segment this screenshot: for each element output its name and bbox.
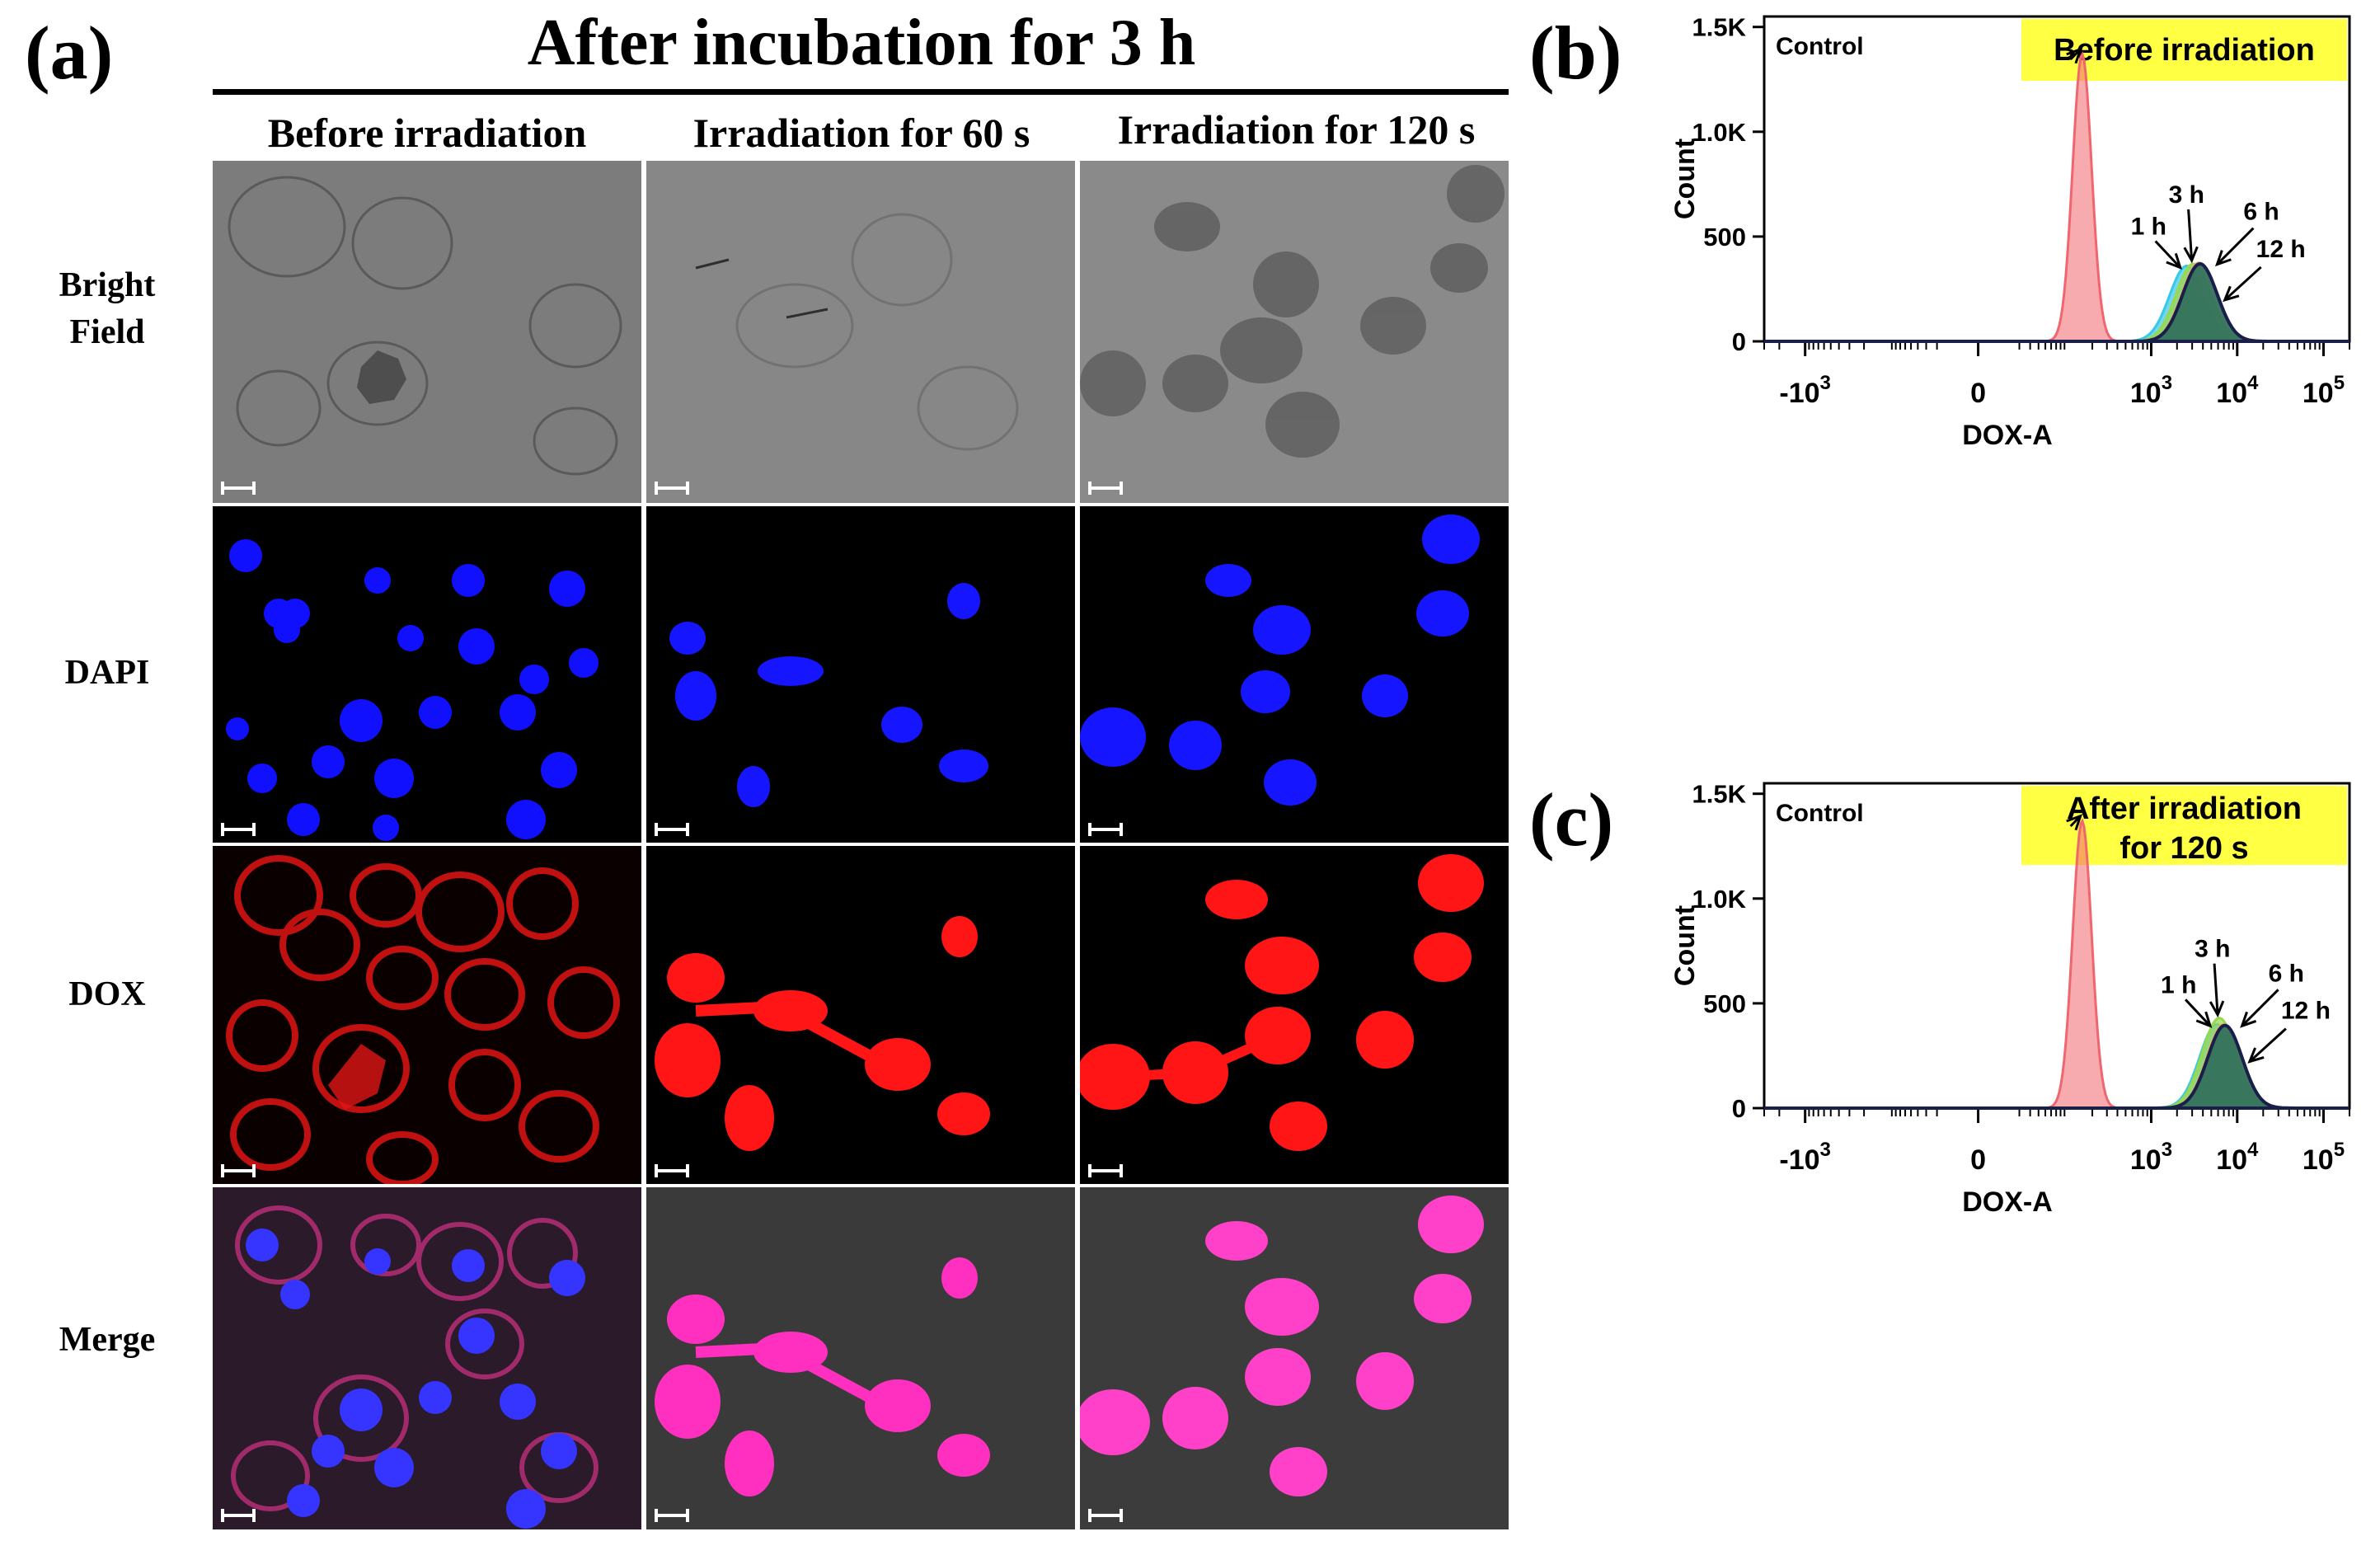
- image-bright-field-before: [213, 161, 641, 503]
- annotation-arrowhead: [2166, 252, 2183, 270]
- row-label-dox: DOX: [68, 975, 146, 1013]
- annotation-arrowhead: [2223, 285, 2240, 303]
- image-dox-60s: [646, 846, 1075, 1184]
- y-tick-label: 500: [1703, 223, 1746, 251]
- x-tick-label: 0: [1970, 1144, 1986, 1176]
- x-tick-label: -103: [1779, 372, 1831, 409]
- microscopy-grid: [213, 161, 1509, 1529]
- y-tick-label: 0: [1732, 1094, 1746, 1123]
- image-dapi-120s: [1080, 506, 1509, 843]
- image-dapi-before: [213, 506, 641, 843]
- y-axis-label: Count: [1669, 905, 1701, 986]
- scale-bar: [221, 1509, 256, 1522]
- scale-bar: [221, 482, 256, 495]
- y-tick-label: 500: [1703, 989, 1746, 1018]
- annotation-arrowhead: [2183, 246, 2199, 264]
- row-label-bright-field: Bright Field: [59, 266, 156, 351]
- image-bright-field-60s: [646, 161, 1075, 503]
- annotation-arrowhead: [2195, 1011, 2213, 1028]
- annotation-arrowhead: [2209, 1000, 2225, 1018]
- scale-bar: [1088, 1509, 1123, 1522]
- panel-c-letter: (c): [1529, 778, 1614, 862]
- x-tick-label: 105: [2303, 1139, 2345, 1176]
- series-annotation: 1 h: [2131, 213, 2166, 240]
- y-tick-label: 1.5K: [1692, 780, 1747, 809]
- series-annotation: 12 h: [2256, 236, 2306, 263]
- x-tick-label: 103: [2130, 372, 2172, 409]
- annotation-arrow: [2248, 1027, 2287, 1063]
- annotation-arrow: [2223, 265, 2262, 302]
- annotation-arrow: [2241, 989, 2279, 1027]
- scale-bar: [1088, 823, 1123, 836]
- x-axis-label: DOX-A: [1962, 420, 2053, 451]
- x-tick-label: 105: [2303, 372, 2345, 409]
- y-axis-label: Count: [1669, 139, 1701, 219]
- scale-bar: [655, 1164, 689, 1177]
- series-annotation: 3 h: [2195, 936, 2230, 963]
- image-dapi-60s: [646, 506, 1075, 843]
- row-label-dapi: DAPI: [64, 654, 150, 692]
- scale-bar: [655, 482, 689, 495]
- annotation-arrowhead: [2240, 1011, 2257, 1028]
- series-annotation: 1 h: [2161, 971, 2196, 998]
- scale-bar: [655, 1509, 689, 1522]
- image-dox-120s: [1080, 846, 1509, 1184]
- x-axis-label: DOX-A: [1962, 1186, 2053, 1218]
- series-annotation: 12 h: [2281, 998, 2331, 1025]
- series-annotation: 3 h: [2169, 181, 2204, 209]
- image-merge-120s: [1080, 1187, 1509, 1529]
- condition-text: After irradiation: [2067, 792, 2302, 826]
- histogram-chart-c: 0 500 1.0K 1.5K -103 0 103 104 105 DOX-A Count Afte…: [1641, 775, 2374, 1534]
- x-tick-label: 104: [2216, 372, 2259, 409]
- histogram-12h: [1764, 261, 2349, 343]
- panel-a-title: After incubation for 3 h: [527, 7, 1196, 79]
- annotation-arrowhead: [2214, 250, 2232, 267]
- image-bright-field-120s: [1080, 161, 1509, 503]
- y-tick-label: 0: [1732, 327, 1746, 356]
- histogram-12h: [1764, 1023, 2349, 1110]
- scale-bar: [221, 1164, 256, 1177]
- condition-text: for 120 s: [2119, 831, 2248, 866]
- image-dox-before: [213, 846, 641, 1184]
- x-tick-label: 103: [2130, 1139, 2172, 1176]
- scale-bar: [1088, 482, 1123, 495]
- panel-a-letter: (a): [25, 11, 114, 95]
- x-tick-label: 104: [2216, 1139, 2259, 1176]
- image-merge-60s: [646, 1187, 1075, 1529]
- series-annotation: Control: [1776, 800, 1864, 827]
- annotation-arrow: [2184, 998, 2212, 1027]
- y-tick-label: 1.0K: [1692, 885, 1747, 914]
- title-underline: [213, 89, 1509, 95]
- scale-bar: [221, 823, 256, 836]
- panel-b-letter: (b): [1529, 11, 1622, 95]
- histogram-chart-b: 0 500 1.0K 1.5K -103 0 103 104 105 DOX-A Count Befo…: [1641, 8, 2374, 767]
- x-tick-label: -103: [1779, 1139, 1831, 1176]
- series-annotation: 6 h: [2243, 199, 2279, 226]
- y-tick-label: 1.0K: [1692, 118, 1747, 147]
- row-label-merge: Merge: [59, 1321, 156, 1359]
- annotation-arrow: [2154, 240, 2181, 269]
- image-merge-before: [213, 1187, 641, 1529]
- x-tick-label: 0: [1970, 378, 1986, 409]
- column-header-60s: Irradiation for 60 s: [692, 110, 1030, 156]
- annotation-arrow: [2187, 209, 2194, 261]
- scale-bar: [655, 823, 689, 836]
- annotation-arrow: [2216, 227, 2255, 265]
- annotation-arrowhead: [2066, 47, 2083, 64]
- condition-text: Before irradiation: [2054, 33, 2315, 68]
- y-tick-label: 1.5K: [1692, 13, 1747, 42]
- column-header-120s: Irradiation for 120 s: [1117, 106, 1476, 153]
- series-annotation: Control: [1776, 33, 1864, 60]
- annotation-arrowhead: [2247, 1047, 2265, 1064]
- column-header-before: Before irradiation: [267, 110, 587, 156]
- annotation-arrowhead: [2066, 814, 2083, 831]
- series-annotation: 6 h: [2269, 960, 2304, 987]
- annotation-arrow: [2213, 963, 2219, 1015]
- condition-box: [2021, 786, 2347, 865]
- scale-bar: [1088, 1164, 1123, 1177]
